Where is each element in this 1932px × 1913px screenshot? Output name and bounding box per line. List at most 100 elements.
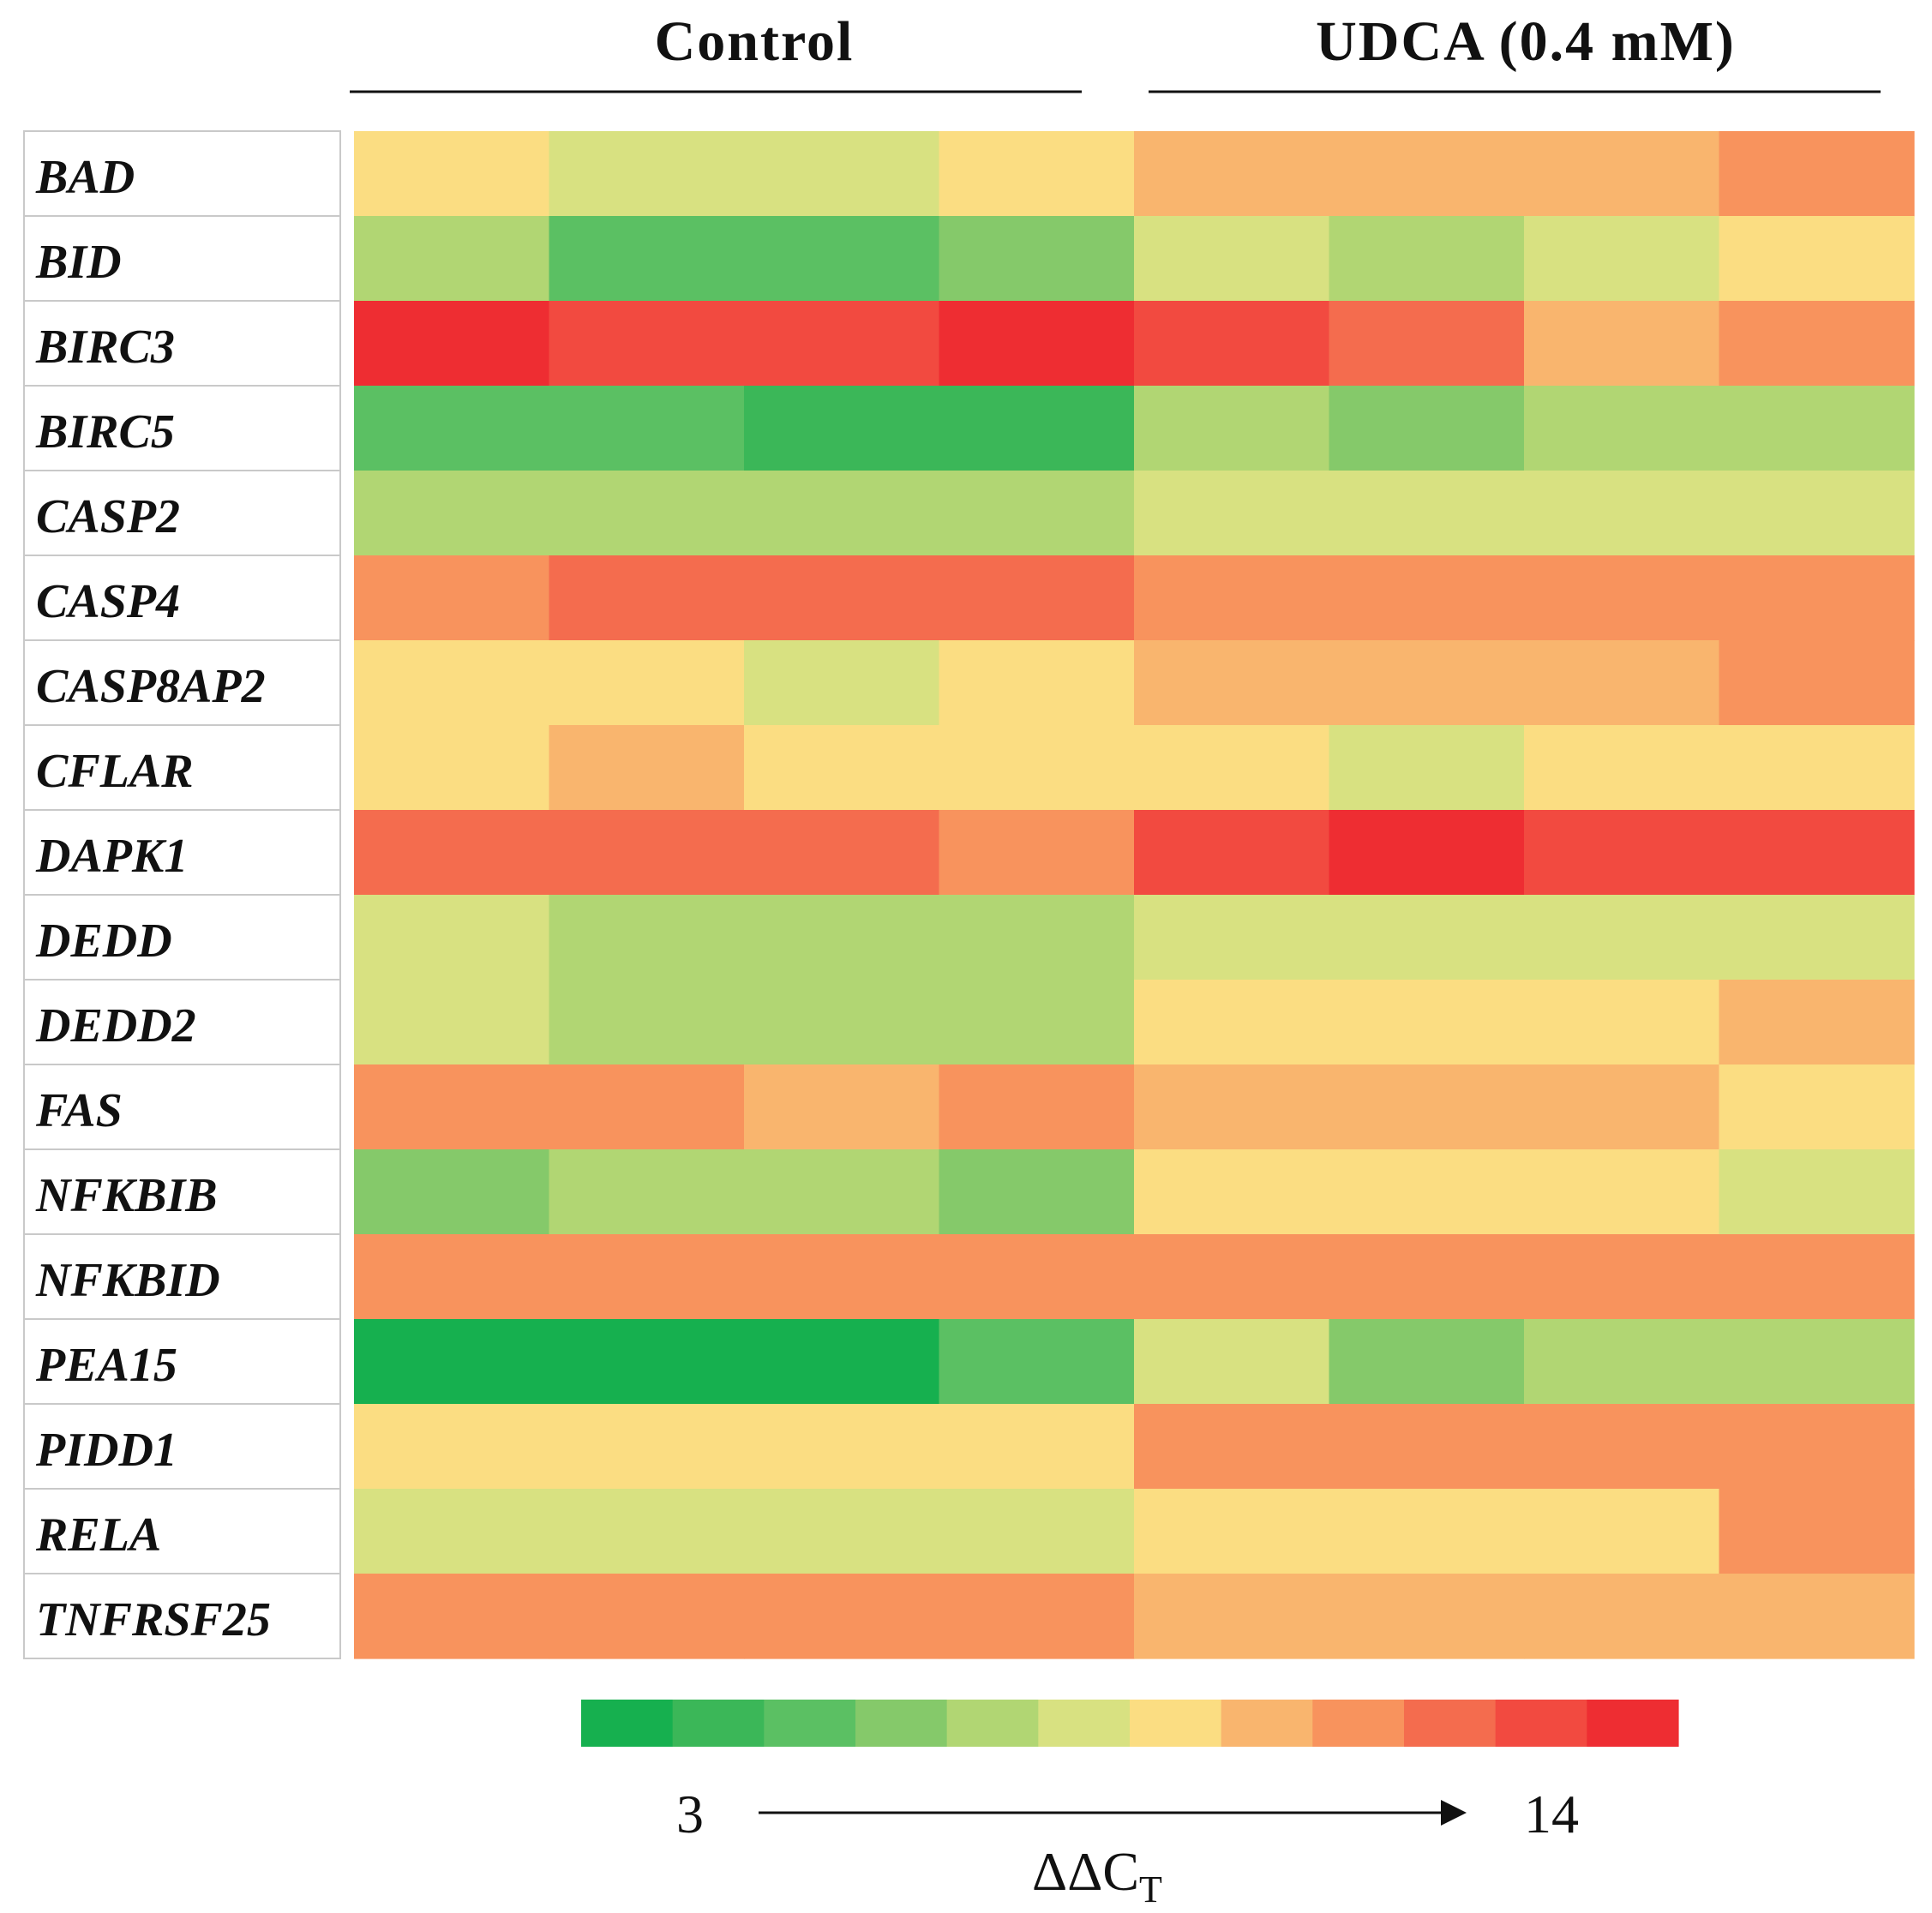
legend-max-label: 14 [1524,1784,1579,1844]
cell-bad-col2 [549,131,745,217]
cell-rela-col6 [1329,1489,1525,1574]
gene-label-nfkbid: NFKBID [35,1254,220,1307]
cell-dedd-col3 [744,895,940,980]
cell-pea15-col6 [1329,1319,1525,1405]
cell-bid-col5 [1134,216,1330,302]
cell-casp8ap2-col1 [354,640,550,726]
cell-tnfrsf25-col1 [354,1574,550,1659]
cell-casp4-col4 [939,555,1135,641]
cell-nfkbid-col3 [744,1234,940,1320]
cell-dapk1-col5 [1134,810,1330,896]
cell-dedd2-col6 [1329,980,1525,1065]
cell-bad-col1 [354,131,550,217]
cell-birc5-col2 [549,386,745,471]
cell-nfkbib-col2 [549,1149,745,1235]
cell-fas-col6 [1329,1064,1525,1150]
legend-swatch-12 [1587,1700,1679,1747]
cell-tnfrsf25-col2 [549,1574,745,1659]
cell-bad-col3 [744,131,940,217]
gene-label-pea15: PEA15 [35,1339,177,1392]
cell-birc5-col6 [1329,386,1525,471]
gene-label-birc3: BIRC3 [35,321,175,374]
cell-cflar-col5 [1134,725,1330,811]
cell-birc3-col1 [354,301,550,387]
cell-nfkbid-col7 [1524,1234,1720,1320]
cell-casp2-col2 [549,471,745,556]
cell-dedd-col7 [1524,895,1720,980]
cell-nfkbib-col1 [354,1149,550,1235]
cell-nfkbib-col3 [744,1149,940,1235]
group-label-control: Control [655,10,855,73]
cell-bid-col2 [549,216,745,302]
row-label-column: BAD BID BIRC3 BIRC5 CASP2 CASP4 CASP8AP2 CFLAR D… [23,130,341,1659]
cell-dedd2-col7 [1524,980,1720,1065]
cell-rela-col7 [1524,1489,1720,1574]
gene-label-tnfrsf25: TNFRSF25 [36,1593,271,1646]
cell-fas-col7 [1524,1064,1720,1150]
cell-pea15-col7 [1524,1319,1720,1405]
cell-cflar-col3 [744,725,940,811]
cell-birc5-col1 [354,386,550,471]
cell-nfkbid-col8 [1719,1234,1915,1320]
cell-dedd2-col1 [354,980,550,1065]
gene-label-casp8ap2: CASP8AP2 [36,660,266,713]
cell-fas-col1 [354,1064,550,1150]
legend-swatch-5 [946,1700,1039,1747]
cell-bad-col8 [1719,131,1915,217]
cell-casp4-col1 [354,555,550,641]
cell-bid-col6 [1329,216,1525,302]
cell-birc3-col7 [1524,301,1720,387]
legend-title-main: ΔΔC [1032,1841,1139,1902]
cell-dapk1-col2 [549,810,745,896]
cell-tnfrsf25-col3 [744,1574,940,1659]
cell-dedd2-col2 [549,980,745,1065]
gene-label-rela: RELA [35,1508,161,1562]
cell-nfkbid-col6 [1329,1234,1525,1320]
cell-casp4-col3 [744,555,940,641]
gene-label-casp4: CASP4 [36,575,180,628]
legend-swatch-2 [672,1700,765,1747]
cell-casp2-col6 [1329,471,1525,556]
cell-dedd2-col5 [1134,980,1330,1065]
cell-bad-col4 [939,131,1135,217]
group-label-udca: UDCA (0.4 mM) [1316,10,1736,73]
legend-swatch-7 [1130,1700,1222,1747]
cell-casp4-col5 [1134,555,1330,641]
cell-pea15-col2 [549,1319,745,1405]
cell-birc5-col3 [744,386,940,471]
cell-nfkbib-col8 [1719,1149,1915,1235]
cell-birc3-col8 [1719,301,1915,387]
gene-label-pidd1: PIDD1 [35,1424,177,1477]
cell-casp2-col1 [354,471,550,556]
cell-rela-col4 [939,1489,1135,1574]
cell-dedd2-col3 [744,980,940,1065]
cell-bid-col4 [939,216,1135,302]
cell-dedd-col2 [549,895,745,980]
cell-dedd-col5 [1134,895,1330,980]
cell-bid-col1 [354,216,550,302]
cell-dedd2-col4 [939,980,1135,1065]
cell-tnfrsf25-col7 [1524,1574,1720,1659]
cell-birc3-col6 [1329,301,1525,387]
column-group-headers: Control UDCA (0.4 mM) [350,10,1881,93]
cell-casp8ap2-col8 [1719,640,1915,726]
cell-nfkbib-col7 [1524,1149,1720,1235]
cell-pidd1-col6 [1329,1404,1525,1490]
cell-fas-col8 [1719,1064,1915,1150]
cell-nfkbid-col5 [1134,1234,1330,1320]
cell-dedd-col4 [939,895,1135,980]
cell-casp4-col6 [1329,555,1525,641]
cell-bad-col7 [1524,131,1720,217]
cell-dapk1-col1 [354,810,550,896]
cell-casp4-col7 [1524,555,1720,641]
cell-rela-col3 [744,1489,940,1574]
cell-dapk1-col7 [1524,810,1720,896]
cell-dapk1-col8 [1719,810,1915,896]
cell-tnfrsf25-col4 [939,1574,1135,1659]
cell-rela-col2 [549,1489,745,1574]
cell-casp2-col8 [1719,471,1915,556]
cell-dedd2-col8 [1719,980,1915,1065]
cell-dapk1-col3 [744,810,940,896]
legend-swatches [581,1700,1679,1747]
